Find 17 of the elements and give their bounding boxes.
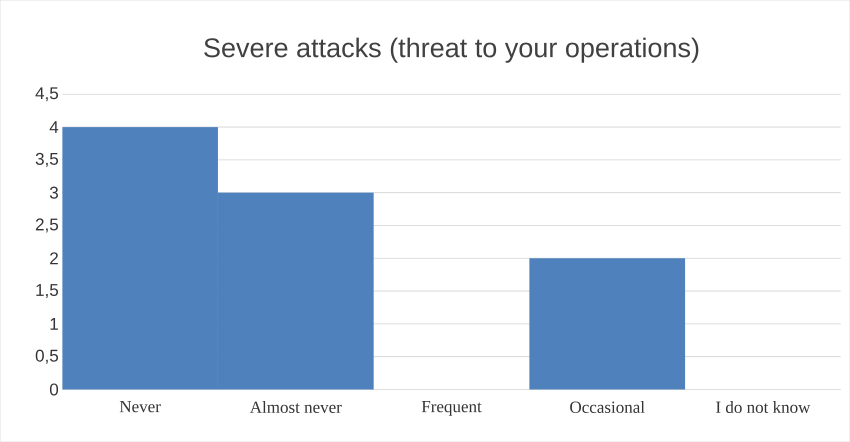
x-tick-label: Frequent — [422, 401, 482, 416]
chart-title: Severe attacks (threat to your operations) — [204, 38, 698, 63]
y-tick-label: 0 — [50, 384, 58, 396]
y-tick-label: 3,5 — [36, 152, 58, 168]
y-tick-label: 2,5 — [36, 218, 58, 233]
x-tick-label: Never — [120, 401, 161, 412]
x-tick-label: I do not know — [716, 401, 810, 414]
y-tick-label: 0,5 — [36, 350, 58, 364]
y-tick-label: 3 — [50, 186, 58, 199]
y-tick-label: 4 — [50, 121, 58, 134]
x-tick-label: Occasional — [570, 401, 645, 414]
y-tick-label: 4,5 — [35, 87, 58, 102]
y-tick-label: 1 — [50, 318, 58, 330]
y-tick-label: 1,5 — [36, 284, 58, 298]
y-tick-label: 2 — [50, 252, 58, 264]
x-tick-label: Almost never — [250, 401, 342, 414]
bar — [529, 258, 686, 390]
